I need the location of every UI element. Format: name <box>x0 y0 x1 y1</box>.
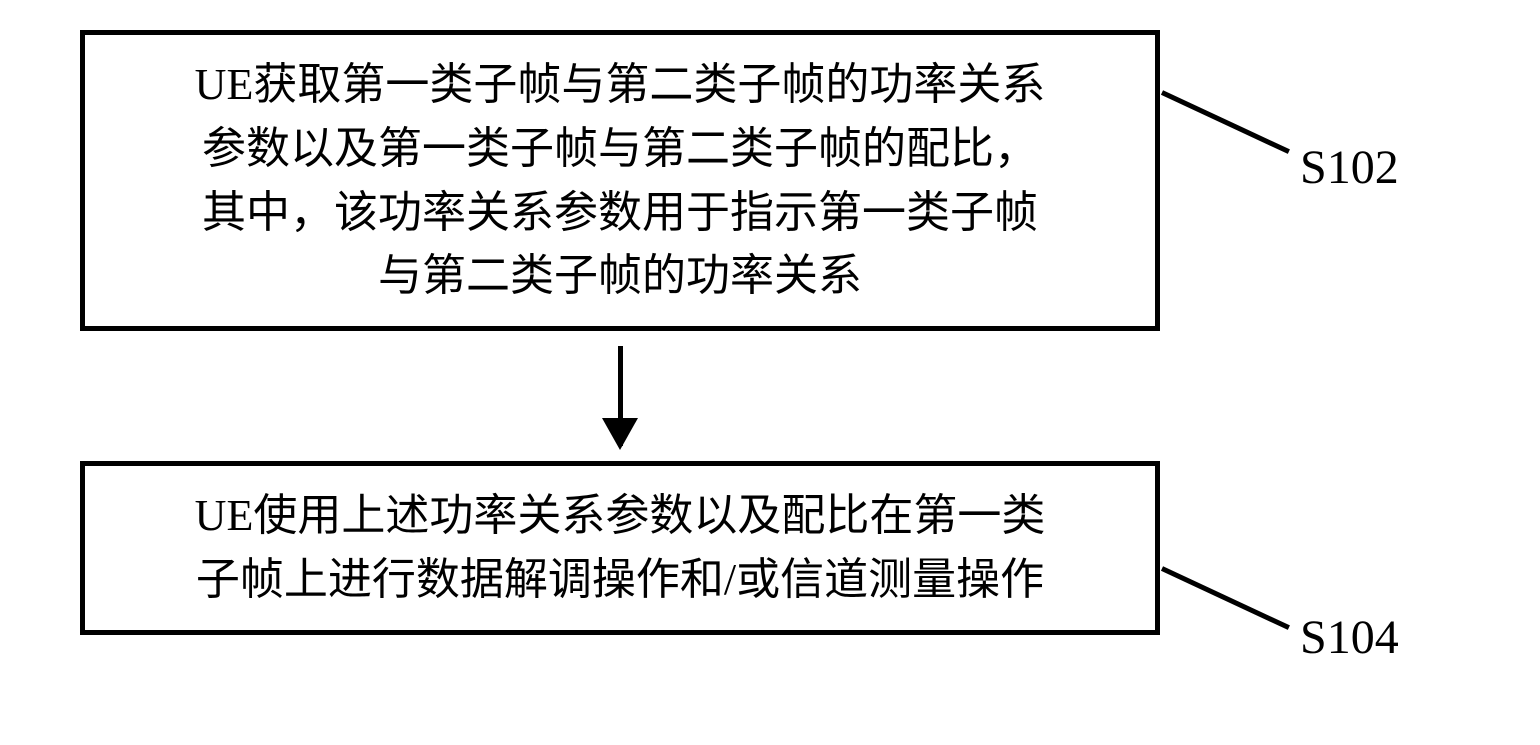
node-text: UE使用上述功率关系参数以及配比在第一类 子帧上进行数据解调操作和/或信道测量操… <box>115 484 1125 612</box>
flowchart-diagram: UE获取第一类子帧与第二类子帧的功率关系 参数以及第一类子帧与第二类子帧的配比，… <box>80 30 1460 635</box>
step-label-s104: S104 <box>1300 610 1399 665</box>
step-label-s102: S102 <box>1300 140 1399 195</box>
flowchart-edge <box>80 331 1160 461</box>
down-arrow-icon <box>618 346 623 446</box>
node-text: UE获取第一类子帧与第二类子帧的功率关系 参数以及第一类子帧与第二类子帧的配比，… <box>115 53 1125 308</box>
label-connector-1 <box>1161 90 1290 154</box>
flowchart-node-step1: UE获取第一类子帧与第二类子帧的功率关系 参数以及第一类子帧与第二类子帧的配比，… <box>80 30 1160 331</box>
flowchart-node-step2: UE使用上述功率关系参数以及配比在第一类 子帧上进行数据解调操作和/或信道测量操… <box>80 461 1160 635</box>
label-connector-2 <box>1161 566 1290 630</box>
